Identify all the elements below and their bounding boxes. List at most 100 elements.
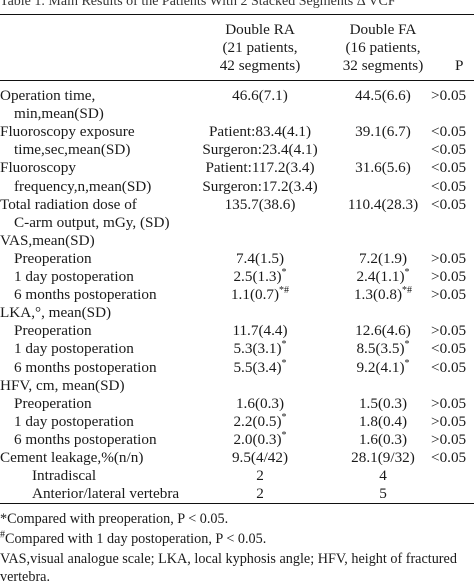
cell-ra-value: 5.5(3.4): [233, 358, 282, 376]
row-label: Preoperation: [14, 394, 92, 412]
cell-fa: 39.1(6.7): [318, 123, 448, 141]
top-rule: [0, 14, 474, 15]
cell-fa-value: 12.6(4.6): [355, 322, 411, 340]
row-label: VAS,mean(SD): [0, 231, 95, 249]
header-p: P: [455, 57, 464, 74]
cell-ra: Patient:83.4(4.1): [190, 123, 330, 141]
row-label: 1 day postoperation: [14, 412, 134, 430]
cell-ra: Surgeron:23.4(4.1): [190, 141, 330, 159]
row-label: 6 months postoperation: [14, 286, 157, 304]
cell-ra-value: 2.5(1.3): [233, 268, 282, 285]
cell-ra: 1.6(0.3): [190, 395, 330, 413]
cell-ra-value: Patient:83.4(4.1): [208, 123, 312, 141]
cell-fa-value: 1.6(0.3): [358, 430, 408, 448]
note-abbreviations-cont: vertebra.: [0, 569, 51, 585]
cell-ra-value: 135.7(38.6): [224, 195, 296, 213]
row-label: Cement leakage,%(n/n): [0, 449, 144, 466]
cell-fa-value: 110.4(28.3): [347, 195, 419, 213]
cell-fa-value: 39.1(6.7): [355, 123, 411, 141]
cell-ra: 5.5(3.4)*: [190, 358, 330, 377]
row-label: Preoperation: [14, 322, 92, 340]
cell-fa-value: 44.5(6.6): [355, 87, 411, 104]
cell-fa: 7.2(1.9): [318, 250, 448, 268]
row-label: time,sec,mean(SD): [14, 141, 131, 159]
row-label: Anterior/lateral vertebra: [32, 485, 180, 503]
row-label: Intradiscal: [32, 467, 97, 485]
row-label: Total radiation dose of: [0, 195, 137, 213]
cell-p: <0.05: [431, 177, 467, 195]
cell-p: >0.05: [431, 268, 467, 285]
header-ra-line3: 42 segments): [219, 57, 301, 74]
cell-fa: 1.3(0.8)*#: [318, 286, 448, 304]
cell-fa: 1.5(0.3): [318, 395, 448, 413]
cell-p: <0.05: [431, 358, 467, 376]
cell-p: <0.05: [431, 159, 467, 177]
header-fa-line1: Double FA: [349, 21, 417, 38]
row-label: Fluoroscopy: [0, 159, 76, 177]
cell-ra-value: 5.3(3.1): [233, 340, 282, 358]
cell-p: >0.05: [431, 87, 467, 104]
cell-ra-value: Patient:117.2(3.4): [205, 159, 315, 177]
cell-ra: 2.0(0.3)*: [190, 429, 330, 449]
cell-fa: 1.6(0.3): [318, 431, 448, 449]
cell-fa-value: 5: [379, 485, 387, 503]
header-fa-line3: 32 segments): [342, 57, 424, 74]
cell-ra-value: 1.1(0.7): [230, 286, 280, 304]
header-ra-line2: (21 patients,: [222, 39, 298, 56]
cell-fa-significance-mark: *: [404, 266, 410, 278]
cell-ra: 9.5(4/42): [190, 449, 330, 467]
cell-ra: Surgeron:17.2(3.4): [190, 178, 330, 196]
cell-fa: 1.8(0.4): [318, 413, 448, 431]
cell-fa: 31.6(5.6): [318, 159, 448, 177]
cell-ra: 2.2(0.5)*: [190, 411, 330, 431]
row-label: 1 day postoperation: [14, 340, 134, 358]
cell-ra: 2: [190, 485, 330, 503]
cell-fa: 4: [318, 467, 448, 485]
cell-ra-value: 9.5(4/42): [231, 449, 289, 466]
cell-ra-significance-mark: *: [281, 266, 287, 278]
cell-ra: 1.1(0.7)*#: [190, 286, 330, 304]
cell-fa: 110.4(28.3): [318, 196, 448, 214]
bottom-rule: [0, 503, 474, 504]
row-label: Fluoroscopy exposure: [0, 123, 135, 141]
cell-fa: 28.1(9/32): [318, 449, 448, 467]
cell-fa-value: 31.6(5.6): [355, 159, 411, 177]
cell-fa: 9.2(4.1)*: [318, 357, 448, 377]
cell-ra-value: 46.6(7.1): [232, 87, 288, 104]
cell-p: >0.05: [431, 286, 467, 304]
note-postoperation: #Compared with 1 day postoperation, P < …: [0, 530, 266, 548]
note-abbreviations: VAS,visual analogue scale; LKA, local ky…: [0, 551, 457, 567]
note-postoperation-text: Compared with 1 day postoperation, P < 0…: [5, 531, 267, 547]
table-title: Table 1. Main Results of the Patients Wi…: [0, 0, 396, 9]
note-preoperation: *Compared with preoperation, P < 0.05.: [0, 511, 229, 527]
cell-fa: 12.6(4.6): [318, 322, 448, 340]
header-ra-line1: Double RA: [225, 21, 295, 38]
cell-fa-significance-mark: *#: [402, 285, 413, 297]
cell-ra-significance-mark: *#: [279, 285, 290, 297]
cell-ra-significance-mark: *: [281, 339, 287, 351]
row-label: C-arm output, mGy, (SD): [14, 213, 170, 231]
cell-ra: 7.4(1.5): [190, 250, 330, 268]
note-hash-mark: #: [0, 529, 5, 541]
cell-fa: 8.5(3.5)*: [318, 340, 448, 358]
cell-ra-significance-mark: *: [281, 411, 287, 423]
cell-ra-value: Surgeron:23.4(4.1): [202, 141, 318, 159]
cell-fa-value: 1.3(0.8): [353, 286, 403, 304]
row-label: frequency,n,mean(SD): [14, 177, 152, 195]
cell-ra-value: 2.0(0.3): [233, 430, 282, 448]
cell-fa-value: 1.5(0.3): [358, 394, 408, 412]
cell-ra: 46.6(7.1): [190, 87, 330, 105]
cell-fa-significance-mark: *: [404, 357, 410, 369]
cell-fa: 2.4(1.1)*: [318, 266, 448, 286]
cell-ra: 135.7(38.6): [190, 196, 330, 214]
cell-fa-value: 28.1(9/32): [351, 449, 415, 466]
row-label: LKA,°, mean(SD): [0, 304, 112, 322]
row-label: min,mean(SD): [14, 105, 104, 123]
row-label: 6 months postoperation: [14, 430, 157, 448]
cell-p: >0.05: [431, 430, 467, 448]
cell-ra-significance-mark: *: [281, 429, 287, 441]
row-label: Operation time,: [0, 87, 96, 104]
row-label: 6 months postoperation: [14, 358, 157, 376]
cell-ra: Patient:117.2(3.4): [190, 159, 330, 177]
cell-ra-value: 7.4(1.5): [235, 249, 285, 267]
